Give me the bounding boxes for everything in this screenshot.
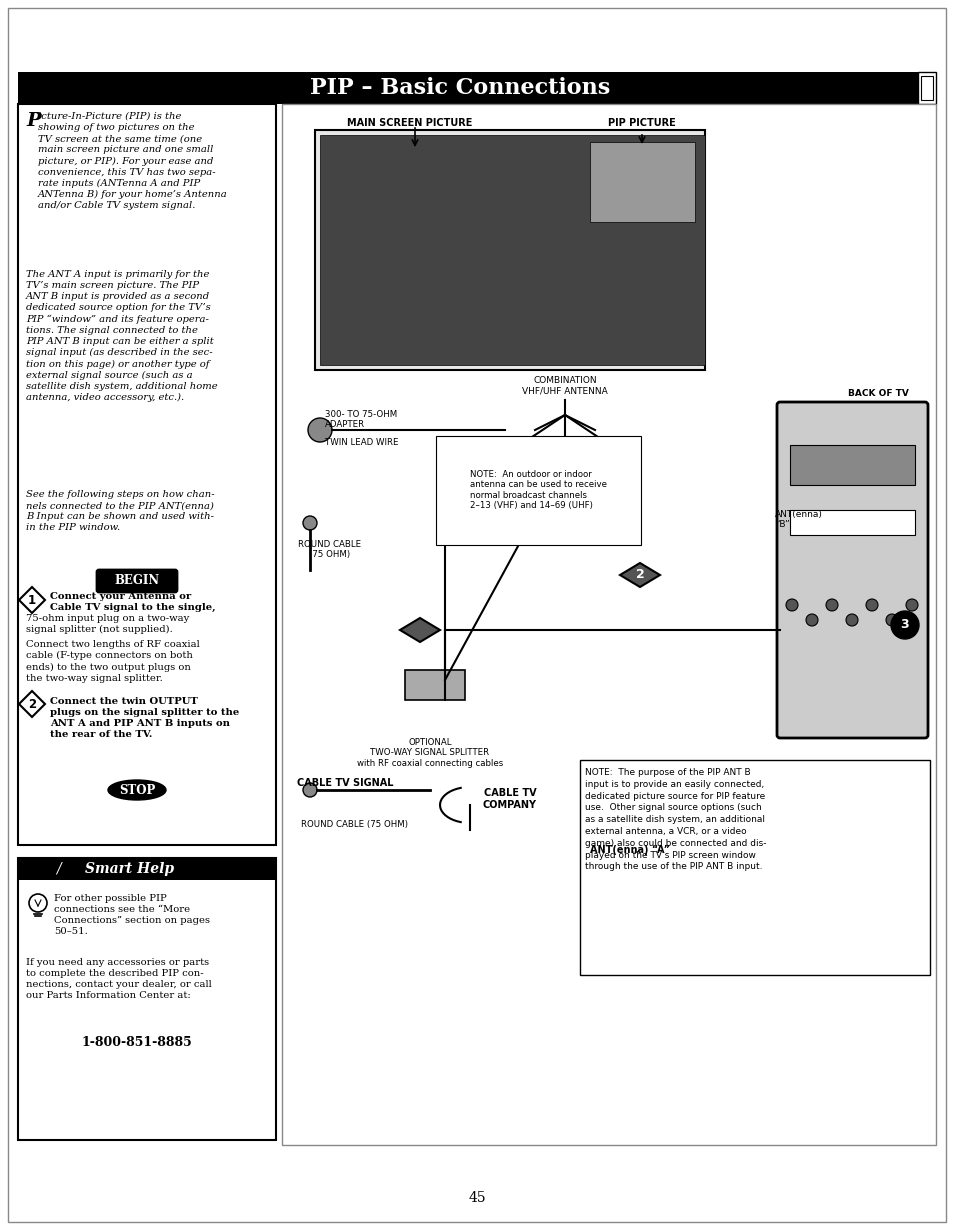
Ellipse shape xyxy=(108,780,166,800)
FancyBboxPatch shape xyxy=(8,9,945,1221)
Circle shape xyxy=(845,614,857,626)
Bar xyxy=(579,760,929,975)
Bar xyxy=(18,73,917,105)
Circle shape xyxy=(885,614,897,626)
Circle shape xyxy=(303,784,316,797)
Text: OPTIONAL
TWO-WAY SIGNAL SPLITTER
with RF coaxial connecting cables: OPTIONAL TWO-WAY SIGNAL SPLITTER with RF… xyxy=(356,738,502,768)
Text: Connect your Antenna or
Cable TV signal to the single,: Connect your Antenna or Cable TV signal … xyxy=(50,592,215,613)
Text: ANT(enna)
“B”: ANT(enna) “B” xyxy=(774,510,822,529)
Text: CABLE TV SIGNAL: CABLE TV SIGNAL xyxy=(296,779,393,788)
Text: BACK OF TV: BACK OF TV xyxy=(846,389,907,399)
FancyBboxPatch shape xyxy=(97,569,177,592)
Text: ROUND CABLE
(75 OHM): ROUND CABLE (75 OHM) xyxy=(298,540,361,560)
Text: 1-800-851-8885: 1-800-851-8885 xyxy=(82,1036,193,1049)
Text: /: / xyxy=(55,862,60,876)
Text: 2: 2 xyxy=(635,568,643,582)
Text: If you need any accessories or parts
to complete the described PIP con-
nections: If you need any accessories or parts to … xyxy=(26,958,212,1000)
Text: Smart Help: Smart Help xyxy=(86,862,174,876)
Text: MAIN SCREEN PICTURE: MAIN SCREEN PICTURE xyxy=(347,118,472,128)
Text: For other possible PIP
connections see the “More
Connections” section on pages
5: For other possible PIP connections see t… xyxy=(54,894,210,936)
Text: P: P xyxy=(26,112,41,130)
Polygon shape xyxy=(19,691,45,717)
Text: PIP PICTURE: PIP PICTURE xyxy=(607,118,675,128)
Bar xyxy=(18,859,275,879)
Bar xyxy=(319,135,704,365)
Text: Connect the twin OUTPUT
plugs on the signal splitter to the
ANT A and PIP ANT B : Connect the twin OUTPUT plugs on the sig… xyxy=(50,697,239,739)
FancyBboxPatch shape xyxy=(776,402,927,738)
Text: COMBINATION
VHF/UHF ANTENNA: COMBINATION VHF/UHF ANTENNA xyxy=(521,375,607,395)
Text: 75-ohm input plug on a two-way
signal splitter (not supplied).: 75-ohm input plug on a two-way signal sp… xyxy=(26,614,189,635)
Bar xyxy=(314,130,704,370)
Text: PIP – Basic Connections: PIP – Basic Connections xyxy=(310,77,610,98)
FancyBboxPatch shape xyxy=(282,105,935,1145)
Text: 1: 1 xyxy=(416,594,424,606)
Bar xyxy=(589,141,695,221)
Text: 45: 45 xyxy=(468,1191,485,1205)
Bar xyxy=(789,510,914,535)
Text: See the following steps on how chan-
nels connected to the PIP ANT(enna)
B Input: See the following steps on how chan- nel… xyxy=(26,490,214,533)
Polygon shape xyxy=(399,617,439,642)
Text: TWIN LEAD WIRE: TWIN LEAD WIRE xyxy=(325,438,398,446)
Text: STOP: STOP xyxy=(119,784,155,797)
Text: 1: 1 xyxy=(28,594,36,606)
Circle shape xyxy=(865,599,877,611)
Text: The ANT A input is primarily for the
TV’s main screen picture. The PIP
ANT B inp: The ANT A input is primarily for the TV’… xyxy=(26,271,217,402)
Circle shape xyxy=(303,517,316,530)
Text: 3: 3 xyxy=(900,619,908,631)
Text: BEGIN: BEGIN xyxy=(114,574,159,588)
Circle shape xyxy=(825,599,837,611)
Bar xyxy=(405,670,464,700)
Text: ANT(enna) “A”: ANT(enna) “A” xyxy=(589,845,669,855)
Bar xyxy=(920,76,932,100)
Polygon shape xyxy=(619,563,659,587)
Text: Connect two lengths of RF coaxial
cable (F-type connectors on both
ends) to the : Connect two lengths of RF coaxial cable … xyxy=(26,640,199,683)
Text: 2: 2 xyxy=(28,697,36,711)
Text: ROUND CABLE (75 OHM): ROUND CABLE (75 OHM) xyxy=(301,820,408,829)
Circle shape xyxy=(890,611,918,640)
Circle shape xyxy=(29,894,47,911)
Bar xyxy=(789,445,914,485)
Bar xyxy=(917,73,935,105)
Circle shape xyxy=(785,599,797,611)
FancyBboxPatch shape xyxy=(18,105,275,845)
Circle shape xyxy=(805,614,817,626)
Text: CABLE TV
COMPANY: CABLE TV COMPANY xyxy=(482,788,537,809)
Text: NOTE:  The purpose of the PIP ANT B
input is to provide an easily connected,
ded: NOTE: The purpose of the PIP ANT B input… xyxy=(584,768,765,871)
Circle shape xyxy=(308,418,332,442)
Text: 300- TO 75-OHM
ADAPTER: 300- TO 75-OHM ADAPTER xyxy=(325,410,396,429)
Text: icture-In-Picture (PIP) is the
showing of two pictures on the
TV screen at the s: icture-In-Picture (PIP) is the showing o… xyxy=(38,112,228,210)
FancyBboxPatch shape xyxy=(18,859,275,1140)
Text: NOTE:  An outdoor or indoor
antenna can be used to receive
normal broadcast chan: NOTE: An outdoor or indoor antenna can b… xyxy=(470,470,606,510)
Circle shape xyxy=(905,599,917,611)
Polygon shape xyxy=(19,587,45,613)
